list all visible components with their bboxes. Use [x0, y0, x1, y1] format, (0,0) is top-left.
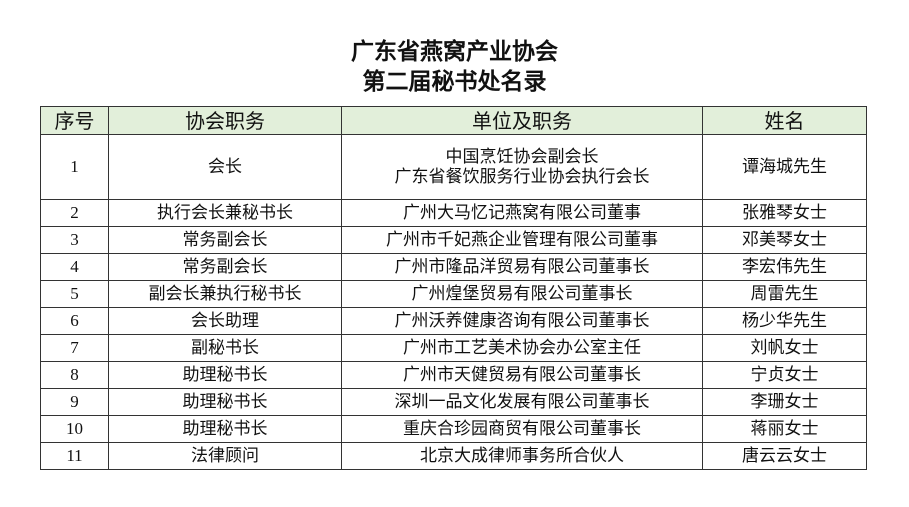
cell-unit: 深圳一品文化发展有限公司董事长: [341, 388, 703, 416]
cell-number: 7: [40, 334, 109, 362]
table-row: 6 会长助理 广州沃养健康咨询有限公司董事长 杨少华先生: [40, 307, 867, 335]
table-row: 9 助理秘书长 深圳一品文化发展有限公司董事长 李珊女士: [40, 388, 867, 416]
cell-unit: 广州沃养健康咨询有限公司董事长: [341, 307, 703, 335]
cell-role: 助理秘书长: [108, 415, 342, 443]
cell-role: 常务副会长: [108, 226, 342, 254]
table-row: 3 常务副会长 广州市千妃燕企业管理有限公司董事 邓美琴女士: [40, 226, 867, 254]
cell-role: 助理秘书长: [108, 388, 342, 416]
cell-unit: 广州市天健贸易有限公司董事长: [341, 361, 703, 389]
cell-role: 常务副会长: [108, 253, 342, 281]
cell-unit: 广州大马忆记燕窝有限公司董事: [341, 199, 703, 227]
cell-name: 谭海城先生: [702, 134, 867, 200]
cell-number: 10: [40, 415, 109, 443]
cell-unit: 广州市隆品洋贸易有限公司董事长: [341, 253, 703, 281]
table-row: 4 常务副会长 广州市隆品洋贸易有限公司董事长 李宏伟先生: [40, 253, 867, 281]
cell-unit-line: 广东省餐饮服务行业协会执行会长: [394, 167, 650, 186]
secretariat-table: 序号 协会职务 单位及职务 姓名 1 会长 中国烹饪协会副会长 广东省餐饮服务行…: [40, 106, 867, 470]
cell-unit: 重庆合珍园商贸有限公司董事长: [341, 415, 703, 443]
cell-number: 6: [40, 307, 109, 335]
cell-name: 蒋丽女士: [702, 415, 867, 443]
cell-name: 周雷先生: [702, 280, 867, 308]
cell-unit: 中国烹饪协会副会长 广东省餐饮服务行业协会执行会长: [341, 134, 703, 200]
cell-unit-line: 中国烹饪协会副会长: [445, 147, 599, 166]
cell-role: 执行会长兼秘书长: [108, 199, 342, 227]
cell-name: 张雅琴女士: [702, 199, 867, 227]
cell-role: 法律顾问: [108, 442, 342, 470]
cell-role: 副秘书长: [108, 334, 342, 362]
cell-number: 3: [40, 226, 109, 254]
cell-number: 2: [40, 199, 109, 227]
cell-name: 杨少华先生: [702, 307, 867, 335]
cell-role: 会长: [108, 134, 342, 200]
document-title: 广东省燕窝产业协会: [351, 39, 558, 65]
cell-name: 李宏伟先生: [702, 253, 867, 281]
cell-unit: 广州煌堡贸易有限公司董事长: [341, 280, 703, 308]
cell-role: 会长助理: [108, 307, 342, 335]
cell-unit: 广州市千妃燕企业管理有限公司董事: [341, 226, 703, 254]
table-row: 2 执行会长兼秘书长 广州大马忆记燕窝有限公司董事 张雅琴女士: [40, 199, 867, 227]
header-unit: 单位及职务: [341, 106, 703, 135]
table-row: 8 助理秘书长 广州市天健贸易有限公司董事长 宁贞女士: [40, 361, 867, 389]
table-row: 7 副秘书长 广州市工艺美术协会办公室主任 刘帆女士: [40, 334, 867, 362]
header-name: 姓名: [702, 106, 867, 135]
document-subtitle: 第二届秘书处名录: [362, 69, 547, 95]
cell-unit: 广州市工艺美术协会办公室主任: [341, 334, 703, 362]
table-row: 1 会长 中国烹饪协会副会长 广东省餐饮服务行业协会执行会长 谭海城先生: [40, 134, 867, 200]
cell-number: 9: [40, 388, 109, 416]
cell-name: 刘帆女士: [702, 334, 867, 362]
cell-name: 宁贞女士: [702, 361, 867, 389]
header-number: 序号: [40, 106, 109, 135]
cell-name: 李珊女士: [702, 388, 867, 416]
cell-name: 唐云云女士: [702, 442, 867, 470]
table-row: 11 法律顾问 北京大成律师事务所合伙人 唐云云女士: [40, 442, 867, 470]
cell-number: 8: [40, 361, 109, 389]
cell-unit: 北京大成律师事务所合伙人: [341, 442, 703, 470]
cell-number: 1: [40, 134, 109, 200]
table-header-row: 序号 协会职务 单位及职务 姓名: [40, 106, 867, 135]
cell-number: 4: [40, 253, 109, 281]
cell-role: 助理秘书长: [108, 361, 342, 389]
cell-name: 邓美琴女士: [702, 226, 867, 254]
cell-number: 11: [40, 442, 109, 470]
header-role: 协会职务: [108, 106, 342, 135]
table-row: 5 副会长兼执行秘书长 广州煌堡贸易有限公司董事长 周雷先生: [40, 280, 867, 308]
cell-role: 副会长兼执行秘书长: [108, 280, 342, 308]
cell-number: 5: [40, 280, 109, 308]
table-row: 10 助理秘书长 重庆合珍园商贸有限公司董事长 蒋丽女士: [40, 415, 867, 443]
